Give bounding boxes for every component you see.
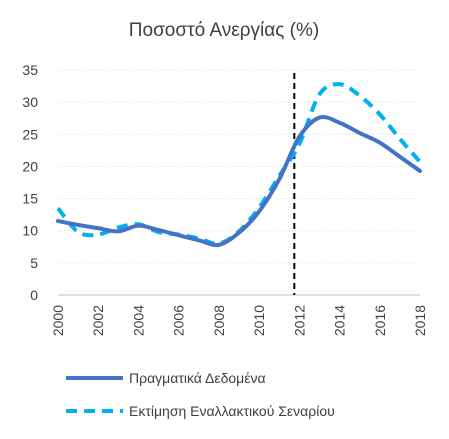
series-line-actual	[56, 115, 422, 248]
x-tick-label: 2008	[211, 305, 227, 336]
x-tick-label: 2006	[171, 305, 187, 336]
legend-label: Πραγματικά Δεδομένα	[129, 370, 266, 386]
y-tick-label: 10	[22, 223, 38, 239]
series-lines	[56, 82, 422, 248]
y-tick-label: 20	[22, 158, 38, 174]
y-tick-label: 25	[22, 126, 38, 142]
grid-lines	[58, 69, 420, 296]
x-axis-ticks: 2000 2002 2004 2006 2008 2010 2012 2014 2016 2018	[50, 305, 428, 336]
y-tick-label: 5	[30, 255, 38, 271]
y-tick-label: 30	[22, 94, 38, 110]
series-line-estimate	[56, 82, 422, 246]
x-tick-label: 2018	[412, 305, 428, 336]
chart-title: Ποσοστό Ανεργίας (%)	[129, 20, 319, 41]
y-axis-ticks: 0 5 10 15 20 25 30 35	[22, 62, 38, 303]
legend: Πραγματικά Δεδομένα Εκτίμηση Εναλλακτικού…	[66, 370, 335, 419]
x-tick-label: 2012	[291, 305, 307, 336]
y-tick-label: 35	[22, 62, 38, 78]
x-tick-label: 2002	[90, 305, 106, 336]
x-tick-label: 2016	[372, 305, 388, 336]
x-tick-label: 2010	[251, 305, 267, 336]
y-tick-label: 0	[30, 287, 38, 303]
y-tick-label: 15	[22, 191, 38, 207]
x-tick-label: 2000	[50, 305, 66, 336]
x-tick-label: 2014	[332, 305, 348, 336]
legend-label: Εκτίμηση Εναλλακτικού Σεναρίου	[129, 403, 335, 419]
x-tick-label: 2004	[130, 305, 146, 336]
